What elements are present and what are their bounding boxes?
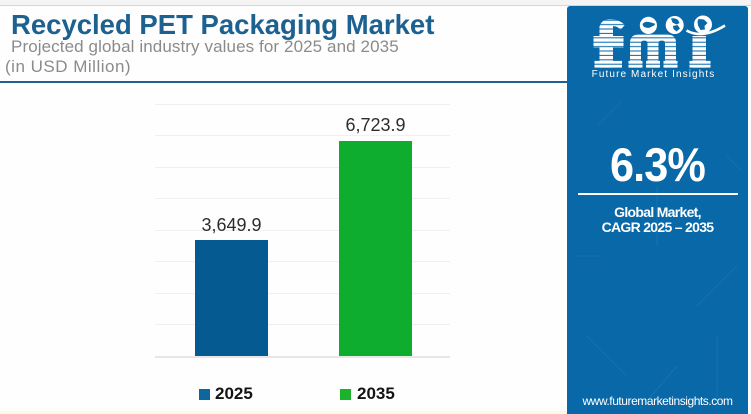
svg-text:Future Market Insights: Future Market Insights <box>592 69 716 80</box>
